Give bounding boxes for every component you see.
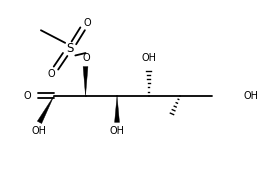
Text: OH: OH: [110, 126, 125, 136]
Text: OH: OH: [141, 53, 156, 63]
Text: O: O: [82, 53, 90, 63]
Text: OH: OH: [243, 91, 258, 101]
Text: O: O: [48, 69, 55, 79]
Polygon shape: [83, 67, 88, 96]
Text: O: O: [83, 18, 91, 28]
Text: O: O: [24, 91, 31, 101]
Text: S: S: [66, 42, 73, 55]
Polygon shape: [115, 96, 120, 122]
Text: OH: OH: [31, 126, 46, 136]
Polygon shape: [37, 96, 54, 123]
